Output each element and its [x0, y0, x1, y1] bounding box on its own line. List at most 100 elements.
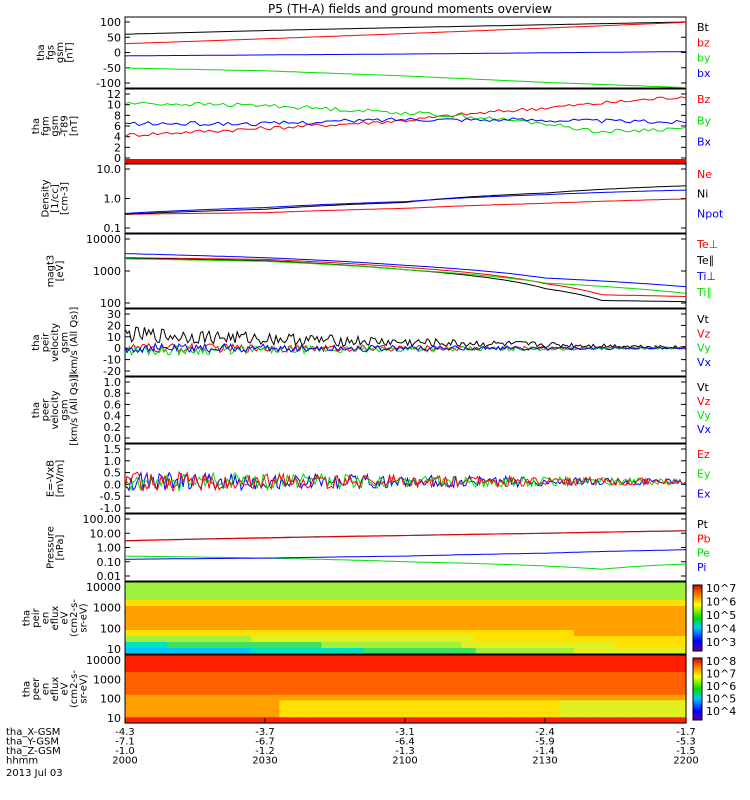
spectrogram-cell [503, 630, 519, 637]
spectrogram-cell [181, 606, 196, 613]
footer-value: -1.3 [395, 746, 415, 757]
spectrogram-cell [307, 660, 322, 667]
spectrogram-cell [503, 717, 519, 724]
spectrogram-cell [433, 660, 449, 667]
spectrogram-cell [209, 655, 224, 662]
spectrogram-cell [559, 594, 575, 601]
spectrogram-cell [405, 588, 421, 595]
spectrogram-cell [125, 700, 140, 707]
spectrogram-cell [517, 666, 533, 673]
spectrogram-cell [489, 582, 505, 589]
spectrogram-cell [265, 672, 280, 679]
spectrogram-cell [195, 588, 210, 595]
spectrogram-cell [265, 683, 280, 690]
spectrogram-cell [167, 700, 182, 707]
spectrogram-cell [405, 655, 421, 662]
spectrogram-cell [531, 594, 547, 601]
spectrogram-cell [167, 660, 182, 667]
spectrogram-cell [489, 642, 505, 649]
spectrogram-cell [475, 582, 491, 589]
spectrogram-cell [265, 642, 280, 649]
y-axis-label: -T89 [60, 115, 71, 137]
y-axis-label: fgm [41, 116, 52, 136]
spectrogram-cell [672, 683, 687, 690]
spectrogram-cell [195, 630, 210, 637]
spectrogram-cell [629, 683, 645, 690]
spectrogram-cell [237, 630, 252, 637]
spectrogram-cell [377, 594, 393, 601]
spectrogram-cell [167, 582, 182, 589]
spectrogram-cell [643, 642, 659, 649]
spectrogram-cell [153, 594, 168, 601]
spectrogram-cell [405, 666, 421, 673]
spectrogram-cell [391, 706, 407, 713]
spectrogram-cell [349, 606, 364, 613]
y-tick-label: 0 [114, 47, 121, 60]
spectrogram-cell [615, 683, 631, 690]
spectrogram-cell [223, 636, 238, 643]
spectrogram-cell [391, 636, 407, 643]
spectrogram-cell [433, 717, 449, 724]
y-tick-label: 0.8 [104, 387, 122, 400]
legend-entry: bx [697, 67, 711, 80]
spectrogram-cell [391, 588, 407, 595]
y-tick-label: 10.0 [97, 163, 122, 176]
spectrogram-cell [139, 642, 154, 649]
spectrogram-cell [447, 582, 463, 589]
spectrogram-cell [181, 677, 196, 684]
spectrogram-cell [545, 700, 561, 707]
y-tick-label: 8 [114, 109, 121, 122]
spectrogram-cell [615, 642, 631, 649]
spectrogram-cell [517, 672, 533, 679]
spectrogram-cell [321, 666, 336, 673]
y-tick-label: 1000 [93, 265, 121, 278]
spectrogram-cell [573, 600, 589, 607]
spectrogram-cell [587, 588, 603, 595]
spectrogram-cell [629, 648, 645, 655]
spectrogram-cell [629, 588, 645, 595]
spectrogram-cell [237, 700, 252, 707]
legend-entry: Te⊥ [696, 238, 718, 251]
y-axis-label: tha [36, 44, 47, 60]
legend-entry: Pb [697, 532, 711, 545]
spectrogram-cell [475, 612, 491, 619]
footer-value: -1.2 [255, 746, 275, 757]
spectrogram-cell [573, 606, 589, 613]
spectrogram-cell [279, 666, 294, 673]
spectrogram-cell [209, 706, 224, 713]
footer-value: -1.0 [115, 746, 135, 757]
spectrogram-cell [349, 600, 364, 607]
spectrogram-cell [489, 624, 505, 631]
spectrogram-cell [461, 717, 477, 724]
spectrogram-cell [461, 677, 477, 684]
spectrogram-cell [545, 672, 561, 679]
spectrogram-cell [265, 600, 280, 607]
spectrogram-cell [209, 677, 224, 684]
spectrogram-cell [251, 677, 266, 684]
y-axis-label: gsm [55, 42, 66, 63]
spectrogram-cell [167, 672, 182, 679]
spectrogram-cell [629, 624, 645, 631]
spectrogram-cell [489, 600, 505, 607]
spectrogram-cell [489, 594, 505, 601]
spectrogram-cell [209, 711, 224, 718]
spectrogram-cell [391, 606, 407, 613]
spectrogram-cell [517, 636, 533, 643]
spectrogram-cell [349, 642, 364, 649]
spectrogram-cell [251, 706, 266, 713]
spectrogram-cell [223, 689, 238, 696]
spectrogram-cell [167, 642, 182, 649]
spectrogram-cell [489, 612, 505, 619]
spectrogram-cell [167, 618, 182, 625]
y-axis-label: tha [31, 334, 42, 350]
spectrogram-cell [167, 648, 182, 655]
spectrogram-cell [559, 660, 575, 667]
spectrogram-cell [587, 655, 603, 662]
spectrogram-cell [391, 666, 407, 673]
spectrogram-cell [321, 606, 336, 613]
y-axis-label: peir [31, 607, 42, 627]
y-axis-label: [1/cc] [50, 184, 61, 213]
spectrogram-cell [363, 600, 378, 607]
spectrogram-cell [265, 666, 280, 673]
spectrogram-cell [615, 677, 631, 684]
